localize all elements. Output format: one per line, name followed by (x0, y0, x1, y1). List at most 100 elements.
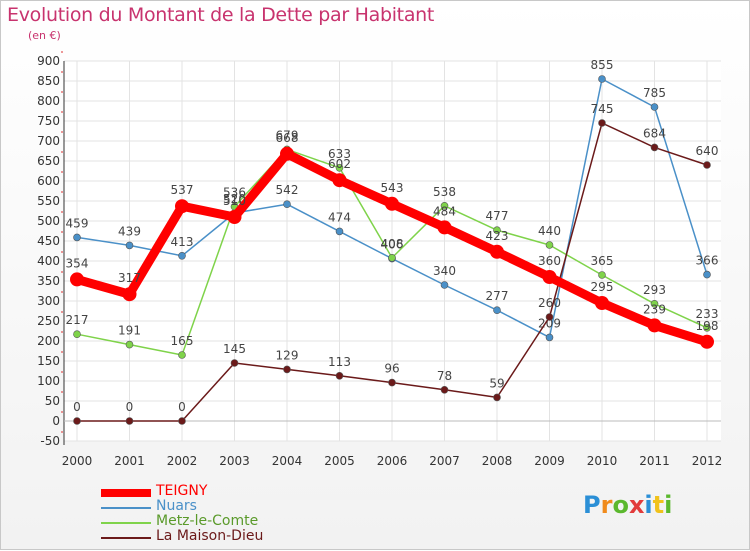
data-label: 317 (118, 271, 141, 285)
data-point (598, 119, 606, 127)
data-label: 413 (171, 235, 194, 249)
data-point (178, 252, 186, 260)
x-tick-label: 2007 (429, 454, 460, 468)
data-point (440, 202, 449, 210)
x-tick-label: 2006 (377, 454, 408, 468)
data-point (647, 318, 662, 333)
data-label: 113 (328, 355, 351, 369)
logo-letter: i (644, 491, 653, 519)
logo-letter: x (628, 491, 645, 519)
data-label: 668 (276, 131, 299, 145)
y-tick-label: 450 (37, 234, 60, 248)
y-tick-label: 650 (37, 154, 60, 168)
x-tick-label: 2012 (692, 454, 723, 468)
data-label: 59 (489, 376, 504, 390)
data-point (122, 287, 137, 302)
data-label: 191 (118, 324, 141, 338)
data-point (650, 143, 659, 152)
data-label: 78 (437, 369, 452, 383)
data-label: 785 (643, 86, 666, 100)
data-label: 354 (66, 256, 89, 270)
x-tick-label: 2010 (587, 454, 618, 468)
data-point (70, 272, 84, 287)
chart-subtitle: (en €) (28, 29, 61, 42)
y-tick-label: 850 (37, 74, 60, 88)
data-point (388, 253, 396, 262)
x-tick-label: 2011 (639, 454, 670, 468)
logo-letter: i (664, 491, 673, 519)
proxiti-logo: Proxiti (583, 491, 672, 519)
data-point (385, 196, 399, 211)
data-label: 679 (276, 128, 299, 142)
legend-label: TEIGNY (156, 483, 208, 499)
y-tick-label: 350 (37, 274, 60, 288)
data-point (545, 333, 554, 342)
data-label: 484 (433, 204, 456, 218)
legend-swatch (101, 507, 151, 509)
data-point (703, 161, 711, 169)
data-point (283, 365, 291, 374)
data-point (335, 227, 344, 236)
data-label: 96 (384, 362, 399, 376)
data-point (125, 241, 134, 250)
legend-swatch (101, 489, 151, 497)
data-label: 408 (381, 237, 404, 251)
data-point (700, 334, 714, 349)
data-label: 239 (643, 302, 666, 316)
data-label: 0 (178, 400, 186, 414)
data-point (493, 393, 501, 402)
y-tick-label: -50 (40, 434, 60, 448)
x-tick-label: 2002 (167, 454, 198, 468)
data-point (283, 200, 291, 208)
legend-label: La Maison-Dieu (156, 528, 264, 544)
chart-title: Evolution du Montant de la Dette par Hab… (7, 4, 435, 26)
data-label: 198 (696, 319, 719, 333)
data-point (598, 75, 606, 83)
data-label: 474 (328, 210, 351, 224)
y-tick-label: 700 (37, 134, 60, 148)
data-label: 538 (433, 185, 456, 199)
data-label: 129 (276, 348, 299, 362)
y-tick-label: 400 (37, 254, 60, 268)
data-point (595, 296, 609, 310)
x-tick-label: 2000 (62, 454, 93, 468)
data-point (703, 270, 711, 279)
data-label: 855 (591, 58, 614, 72)
data-label: 510 (223, 194, 246, 208)
x-tick-label: 2001 (114, 454, 145, 468)
x-tick-label: 2009 (534, 454, 565, 468)
y-tick-label: 300 (37, 294, 60, 308)
data-point (335, 371, 344, 380)
data-point (230, 359, 239, 367)
data-point (437, 220, 452, 235)
data-point (335, 164, 344, 172)
y-tick-label: 900 (37, 54, 60, 68)
data-label: 165 (171, 334, 194, 348)
y-tick-label: 150 (37, 354, 60, 368)
data-point (73, 330, 81, 339)
data-label: 537 (171, 183, 194, 197)
data-label: 0 (126, 400, 134, 414)
data-label: 360 (538, 254, 561, 268)
y-tick-label: 750 (37, 114, 60, 128)
data-label: 745 (591, 102, 614, 116)
logo-letter: t (652, 491, 665, 519)
data-label: 233 (696, 307, 719, 321)
data-label: 459 (66, 216, 89, 230)
y-tick-label: 0 (52, 414, 60, 428)
data-label: 440 (538, 224, 561, 238)
data-label: 217 (66, 313, 89, 327)
data-label: 277 (486, 289, 509, 303)
data-point (178, 417, 186, 425)
x-tick-label: 2008 (482, 454, 513, 468)
data-point (490, 244, 504, 259)
data-point (542, 270, 557, 284)
data-label: 602 (328, 157, 351, 171)
data-point (280, 146, 294, 161)
data-point (598, 271, 606, 279)
data-label: 423 (486, 229, 509, 243)
data-point (493, 306, 501, 315)
data-point (227, 210, 242, 224)
y-tick-label: 200 (37, 334, 60, 348)
